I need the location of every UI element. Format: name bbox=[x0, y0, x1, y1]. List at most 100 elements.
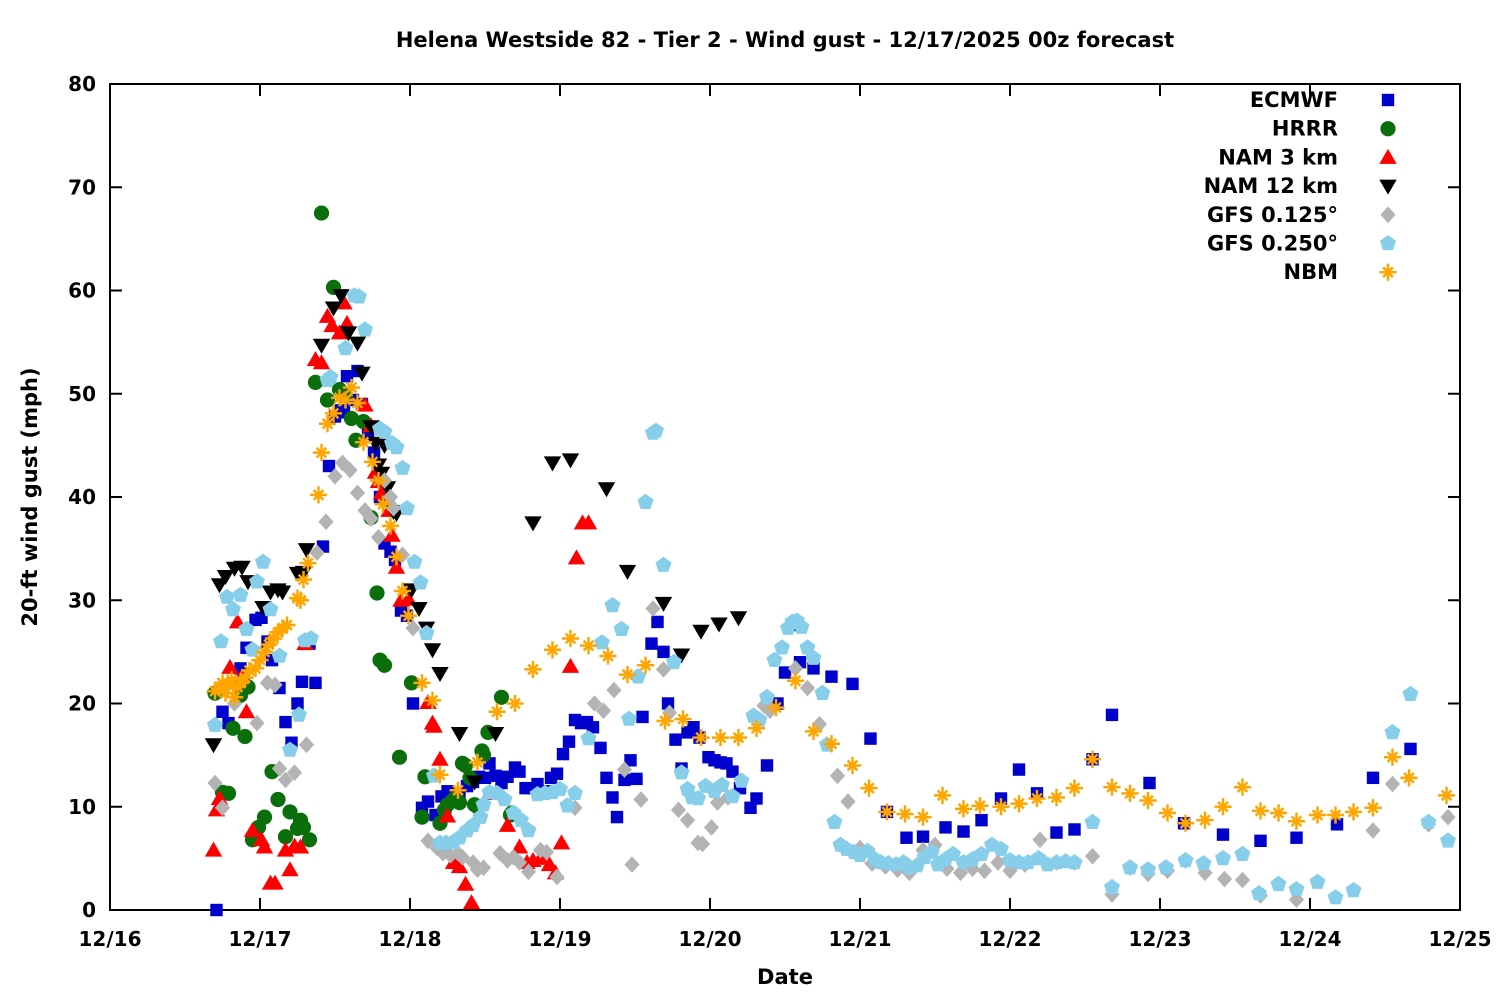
data-point bbox=[900, 831, 913, 844]
data-point bbox=[814, 684, 831, 700]
data-point bbox=[221, 658, 239, 674]
data-point bbox=[383, 526, 401, 542]
data-point bbox=[1251, 802, 1270, 820]
data-point bbox=[1380, 206, 1396, 224]
data-point bbox=[281, 861, 299, 877]
data-point bbox=[266, 874, 284, 890]
data-point bbox=[1143, 776, 1156, 790]
y-tick-label: 80 bbox=[68, 72, 96, 96]
data-point bbox=[914, 808, 932, 826]
data-point bbox=[711, 728, 730, 747]
series-gfs-0-250- bbox=[207, 287, 1456, 905]
data-point bbox=[1379, 148, 1397, 164]
data-point bbox=[511, 854, 528, 871]
y-tick-label: 70 bbox=[68, 175, 96, 199]
data-point bbox=[307, 374, 324, 390]
data-point bbox=[267, 676, 283, 694]
data-point bbox=[645, 637, 658, 650]
data-point bbox=[256, 809, 273, 825]
data-point bbox=[318, 513, 334, 531]
data-point bbox=[690, 790, 706, 806]
data-point bbox=[916, 830, 930, 843]
data-point bbox=[786, 672, 805, 690]
data-point bbox=[1214, 798, 1232, 816]
data-point bbox=[673, 764, 690, 780]
data-point bbox=[1215, 850, 1231, 866]
data-point bbox=[462, 894, 481, 910]
data-point bbox=[488, 703, 506, 721]
data-point bbox=[278, 616, 296, 634]
data-point bbox=[301, 832, 318, 848]
data-point bbox=[204, 841, 223, 857]
data-point bbox=[486, 726, 505, 742]
data-point bbox=[1437, 786, 1456, 804]
data-point bbox=[279, 715, 292, 729]
data-point bbox=[322, 459, 336, 473]
data-point bbox=[204, 738, 223, 754]
data-point bbox=[273, 585, 292, 601]
data-point bbox=[710, 617, 728, 633]
data-point bbox=[1290, 831, 1303, 844]
data-point bbox=[933, 786, 952, 804]
data-point bbox=[225, 720, 241, 736]
data-point bbox=[562, 735, 576, 748]
data-point bbox=[1195, 855, 1212, 871]
data-point bbox=[493, 689, 510, 705]
data-point bbox=[324, 404, 343, 422]
data-point bbox=[840, 793, 856, 810]
data-point bbox=[672, 648, 691, 664]
data-point bbox=[597, 482, 616, 498]
data-point bbox=[1326, 806, 1345, 824]
data-point bbox=[1177, 852, 1194, 868]
x-tick-label: 12/20 bbox=[679, 927, 742, 951]
data-point bbox=[351, 288, 367, 304]
series-ecmwf bbox=[210, 364, 1417, 917]
data-point bbox=[1068, 823, 1081, 836]
data-point bbox=[552, 780, 568, 796]
data-point bbox=[586, 721, 600, 734]
data-point bbox=[829, 767, 846, 785]
data-point bbox=[633, 791, 649, 808]
data-point bbox=[610, 810, 624, 824]
data-point bbox=[703, 819, 720, 836]
data-point bbox=[456, 875, 475, 891]
data-point bbox=[297, 543, 316, 559]
legend: ECMWF HRRR NAM 3 km NAM 12 km GFS 0.125° GFS … bbox=[1204, 88, 1397, 284]
x-tick-label: 12/21 bbox=[829, 927, 892, 951]
data-point bbox=[219, 588, 235, 604]
data-point bbox=[1288, 891, 1305, 908]
legend-label: GFS 0.250° bbox=[1207, 232, 1338, 256]
data-point bbox=[729, 728, 748, 747]
data-point bbox=[939, 821, 952, 834]
data-point bbox=[291, 838, 310, 854]
data-point bbox=[238, 620, 255, 636]
data-point bbox=[747, 719, 766, 737]
data-point bbox=[654, 596, 673, 612]
data-point bbox=[1379, 179, 1397, 195]
x-tick-label: 12/17 bbox=[229, 927, 292, 951]
data-point bbox=[805, 649, 822, 665]
data-point bbox=[552, 834, 571, 850]
data-point bbox=[1140, 861, 1156, 877]
data-point bbox=[561, 657, 580, 673]
data-point bbox=[286, 764, 303, 781]
data-point bbox=[1365, 822, 1381, 839]
data-point bbox=[322, 368, 339, 384]
legend-marker-icon bbox=[1380, 206, 1396, 224]
x-tick-label: 12/23 bbox=[1129, 927, 1192, 951]
data-point bbox=[976, 862, 993, 880]
data-point bbox=[807, 662, 820, 675]
data-point bbox=[799, 639, 816, 655]
y-tick-label: 0 bbox=[82, 898, 96, 922]
data-point bbox=[971, 797, 989, 815]
data-point bbox=[255, 553, 271, 569]
data-point bbox=[450, 858, 469, 874]
x-tick-label: 12/24 bbox=[1279, 927, 1342, 951]
data-point bbox=[312, 444, 331, 462]
data-point bbox=[213, 633, 229, 649]
data-point bbox=[804, 722, 823, 740]
data-point bbox=[1104, 886, 1120, 903]
data-point bbox=[271, 760, 288, 777]
data-point bbox=[399, 500, 415, 516]
